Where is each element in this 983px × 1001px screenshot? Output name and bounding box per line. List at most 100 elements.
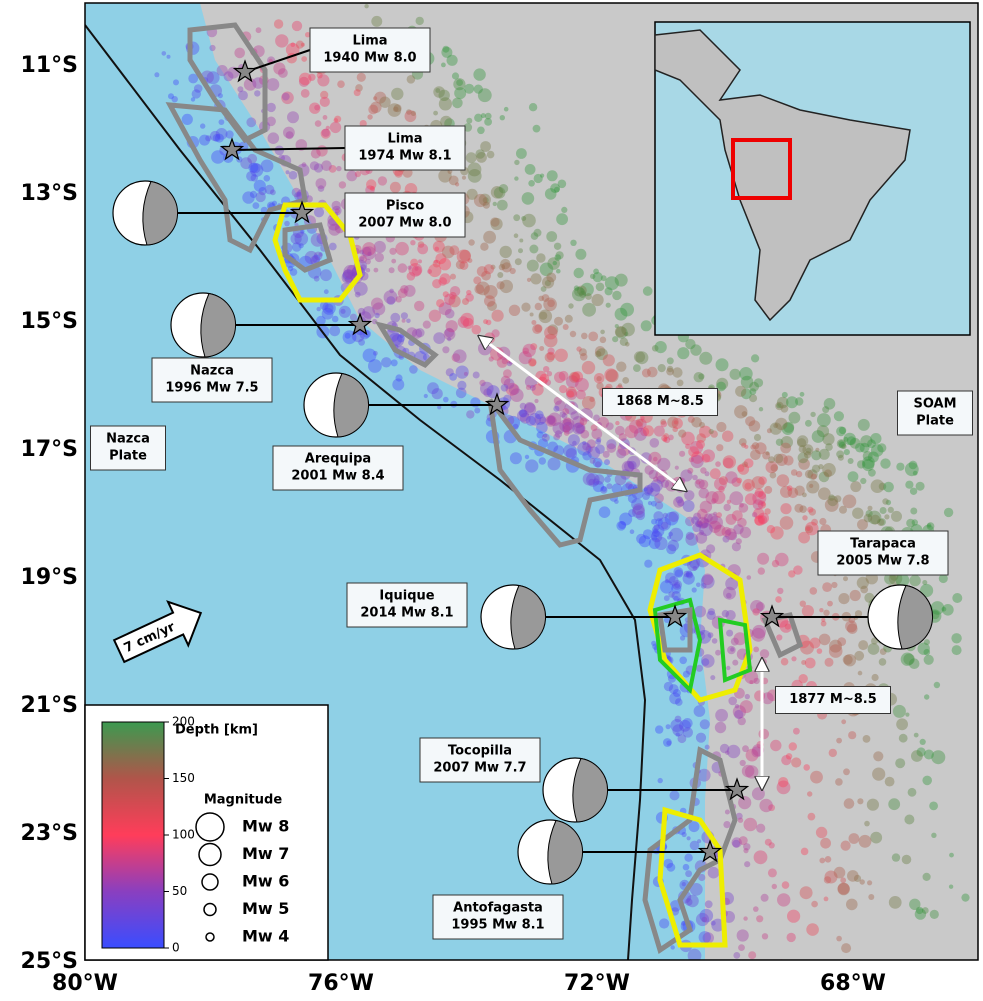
quake	[688, 457, 694, 463]
quake	[686, 836, 691, 841]
quake	[243, 78, 257, 91]
event-label: 2005 Mw 7.8	[836, 554, 929, 569]
beachball-fill	[572, 757, 608, 823]
quake	[322, 301, 336, 315]
quake	[679, 450, 686, 457]
quake	[673, 567, 684, 577]
quake	[725, 610, 736, 621]
quake	[449, 291, 457, 300]
magnitude-label: Mw 6	[242, 872, 289, 891]
quake	[615, 420, 620, 426]
quake	[532, 324, 542, 334]
quake	[768, 804, 775, 812]
quake	[631, 498, 644, 511]
quake	[681, 882, 686, 887]
magnitude-label: Mw 7	[242, 844, 289, 863]
quake	[682, 572, 695, 585]
quake	[675, 732, 680, 737]
quake	[761, 933, 769, 940]
depth-tick-label: 150	[172, 771, 195, 785]
quake	[783, 455, 794, 466]
quake	[716, 381, 726, 392]
quake	[294, 232, 309, 246]
event-label: Antofagasta	[453, 901, 543, 916]
quake	[933, 681, 941, 689]
quake	[533, 173, 543, 184]
quake	[368, 104, 379, 115]
quake	[691, 417, 702, 428]
epicenter	[662, 604, 688, 628]
quake	[267, 132, 280, 144]
quake	[823, 896, 829, 902]
quake	[737, 463, 750, 475]
quake	[250, 174, 258, 182]
quake	[715, 649, 721, 656]
quake	[728, 696, 737, 706]
quake	[682, 863, 690, 871]
quake	[360, 264, 367, 271]
quake	[554, 254, 562, 261]
quake	[547, 457, 561, 471]
quake	[779, 620, 793, 633]
quake	[667, 416, 679, 428]
depth-tick-label: 200	[172, 715, 195, 729]
magnitude-marker	[201, 873, 219, 891]
quake	[700, 467, 707, 474]
quake	[685, 870, 692, 878]
quake	[898, 733, 908, 743]
quake	[727, 645, 736, 655]
quake	[681, 920, 686, 926]
quake	[768, 842, 775, 849]
quake	[685, 570, 693, 578]
quake	[487, 301, 497, 311]
quake	[689, 440, 704, 455]
quake	[358, 255, 367, 264]
quake	[321, 128, 330, 137]
quake	[672, 724, 685, 737]
quake	[620, 302, 634, 317]
quake	[533, 228, 542, 237]
quake	[444, 293, 456, 305]
quake	[530, 273, 542, 285]
quake	[845, 620, 858, 633]
quake	[310, 148, 321, 159]
quake	[480, 242, 489, 251]
quake	[461, 175, 467, 180]
quake	[764, 508, 771, 515]
depth-tick-label: 50	[172, 884, 187, 898]
quake	[686, 894, 699, 908]
quake	[743, 458, 754, 469]
quake	[723, 503, 731, 512]
quake	[433, 110, 438, 116]
quake	[923, 749, 934, 760]
quake	[842, 654, 853, 665]
quake	[765, 451, 770, 456]
quake	[452, 349, 467, 364]
quake	[496, 281, 505, 290]
quake	[509, 452, 522, 465]
quake	[697, 508, 708, 520]
quake	[775, 453, 788, 466]
quake	[315, 178, 327, 189]
arrow-shape	[112, 600, 203, 664]
quake	[316, 306, 321, 312]
quake	[579, 290, 586, 298]
quake	[739, 526, 752, 539]
quake	[685, 531, 695, 541]
quake	[697, 768, 711, 782]
quake	[711, 918, 725, 932]
quake	[795, 397, 804, 406]
quake	[604, 476, 611, 483]
quake	[431, 388, 443, 400]
quake	[441, 46, 453, 58]
quake	[365, 258, 371, 265]
quake	[764, 485, 773, 494]
quake	[289, 268, 298, 276]
quake	[615, 425, 625, 436]
quake	[787, 487, 799, 499]
quake	[651, 640, 657, 646]
quake	[773, 453, 784, 464]
quake	[843, 654, 857, 667]
magnitude-label: Mw 5	[242, 899, 289, 918]
quake	[397, 288, 408, 299]
